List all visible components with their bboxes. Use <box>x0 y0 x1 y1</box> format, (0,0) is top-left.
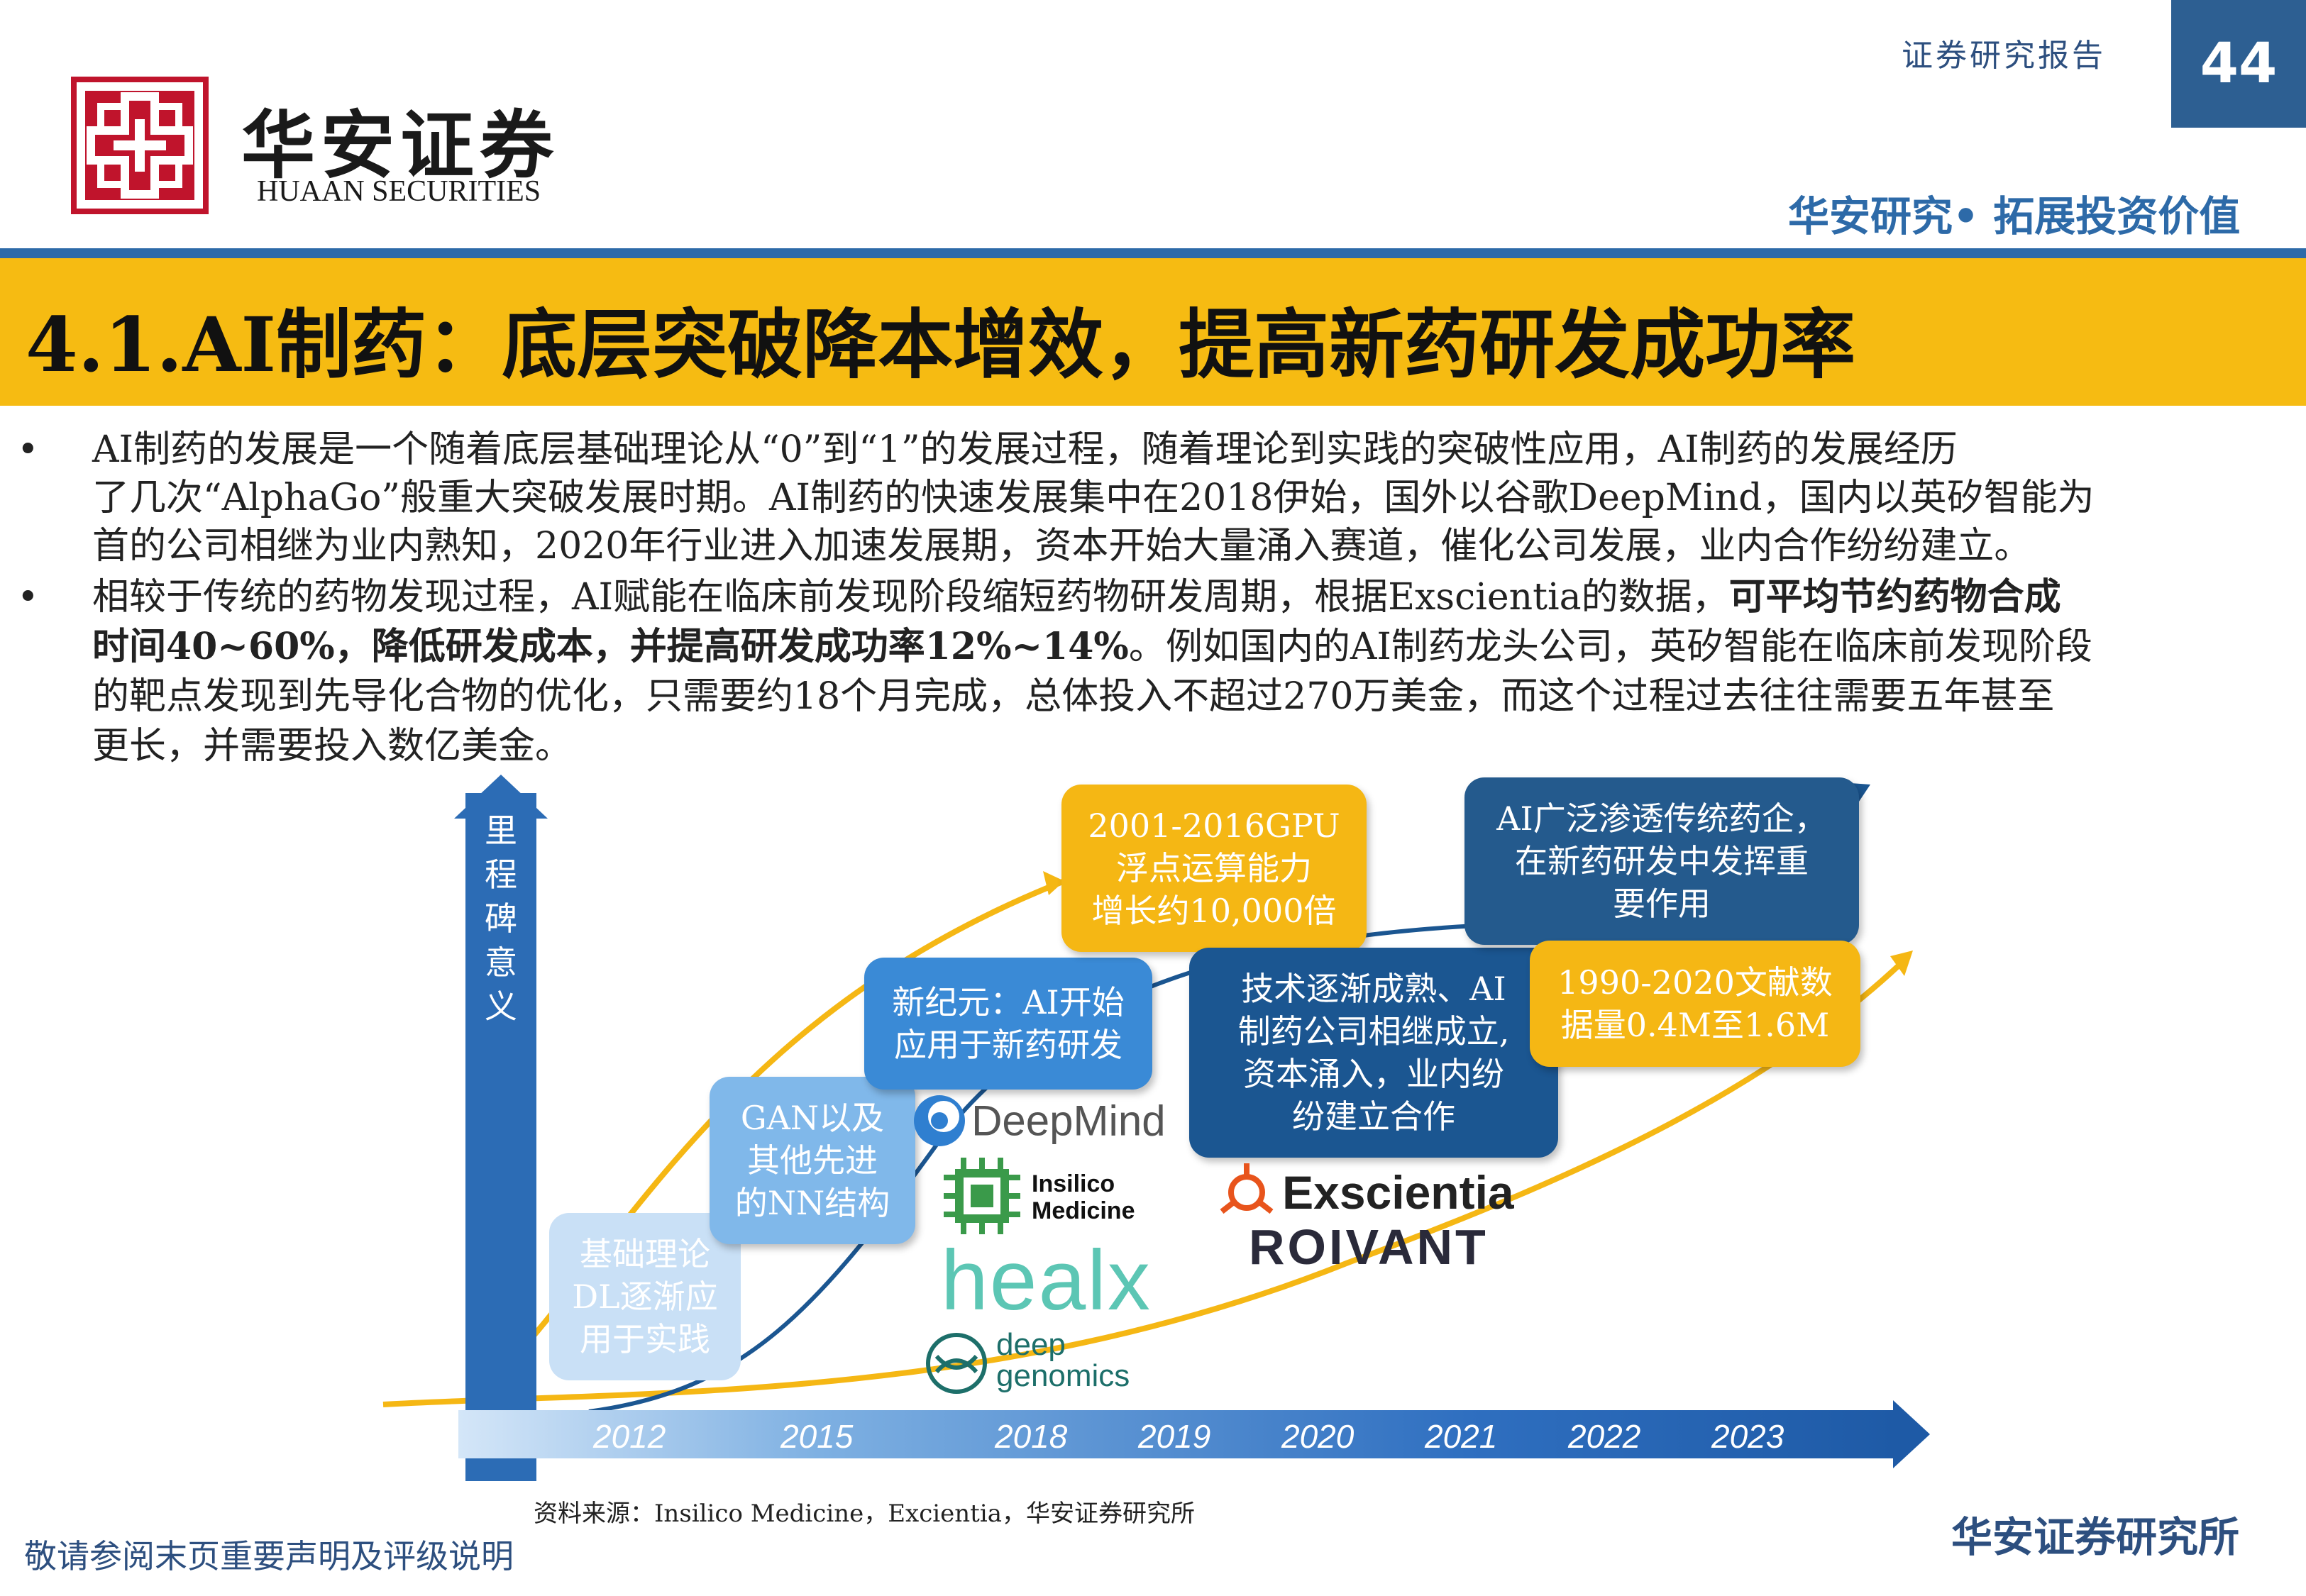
year-label: 2021 <box>1425 1418 1498 1455</box>
milestone-gan: GAN以及 其他先进 的NN结构 <box>710 1077 915 1244</box>
milestone-text: 基础理论 <box>580 1235 710 1273</box>
insilico-word-1: Insilico <box>1032 1170 1115 1197</box>
milestone-text: 要作用 <box>1613 885 1711 923</box>
bullet2-line2-normal: 。例如国内的AI制药龙头公司，英矽智能在临床前发现阶段 <box>1128 626 2092 668</box>
milestone-text: GAN以及 <box>740 1099 885 1137</box>
timeline-axis-arrowhead <box>1893 1400 1930 1468</box>
exscientia-molecule-icon <box>1220 1163 1274 1214</box>
insilico-wordmark: Insilico Medicine <box>1032 1170 1135 1224</box>
y-axis-bar <box>465 793 536 1481</box>
year-label: 2015 <box>780 1418 854 1455</box>
bullet-marker: • <box>17 428 39 471</box>
exscientia-logo: Exscientia <box>1215 1160 1514 1224</box>
healx-logo: healx <box>941 1233 1152 1328</box>
company-logo-mark <box>71 77 209 214</box>
literature-curve <box>382 954 1911 1407</box>
milestone-text: 浮点运算能力 <box>1116 849 1312 887</box>
milestone-text: 的NN结构 <box>734 1184 890 1222</box>
bullet2-line1-bold: 可平均节约药物合成 <box>1728 575 2061 619</box>
milestone-text: 纷建立合作 <box>1292 1097 1455 1136</box>
deep-genomics-word-2: genomics <box>996 1358 1130 1393</box>
deepmind-wordmark: DeepMind <box>971 1097 1166 1145</box>
deep-genomics-logo: deep genomics <box>922 1329 1130 1397</box>
report-type-label: 证券研究报告 <box>1902 38 2106 74</box>
milestone-text: 其他先进 <box>747 1141 878 1180</box>
year-label: 2023 <box>1711 1418 1784 1455</box>
company-name-en: HUAAN SECURITIES <box>257 175 541 208</box>
milestone-text: 资本涌入，业内纷 <box>1243 1055 1504 1093</box>
milestone-basic-theory: 基础理论 DL逐渐应 用于实践 <box>549 1213 741 1380</box>
milestone-widespread: AI广泛渗透传统药企， 在新药研发中发挥重 要作用 <box>1464 777 1859 945</box>
insilico-word-2: Medicine <box>1032 1197 1135 1224</box>
logo-emblem-icon <box>77 82 203 209</box>
milestone-text: 增长约10,000倍 <box>1091 892 1337 930</box>
roivant-logo: ROIVANT <box>1249 1219 1489 1275</box>
milestone-text: 技术逐渐成熟、AI <box>1241 970 1506 1008</box>
milestone-text: 据量0.4M至1.6M <box>1560 1006 1830 1044</box>
milestone-text: 2001-2016GPU <box>1088 807 1340 845</box>
milestone-gpu: 2001-2016GPU 浮点运算能力 增长约10,000倍 <box>1061 785 1367 952</box>
disclaimer-link[interactable]: 敬请参阅末页重要声明及评级说明 <box>24 1537 514 1575</box>
source-note: 资料来源：Insilico Medicine，Excientia，华安证券研究所 <box>534 1500 1195 1528</box>
milestone-text: 1990-2020文献数 <box>1557 963 1833 1002</box>
year-label: 2022 <box>1568 1418 1641 1455</box>
deep-genomics-wordmark: deep genomics <box>996 1329 1130 1392</box>
deep-genomics-word-1: deep <box>996 1327 1066 1362</box>
milestone-text: 用于实践 <box>580 1320 710 1358</box>
insilico-logo: Insilico Medicine <box>939 1153 1135 1238</box>
milestone-text: AI广泛渗透传统药企， <box>1496 799 1827 838</box>
bullet2-line1: 相较于传统的药物发现过程，AI赋能在临床前发现阶段缩短药物研发周期，根据Exsc… <box>92 576 2061 619</box>
deepmind-icon <box>914 1095 965 1146</box>
bullet1-line3: 首的公司相继为业内熟知，2020年行业进入加速发展期，资本开始大量涌入赛道，催化… <box>92 525 2031 567</box>
timeline-axis-bar <box>458 1410 1899 1458</box>
bullet1-line1: AI制药的发展是一个随着底层基础理论从“0”到“1”的发展过程，随着理论到实践的… <box>92 428 1958 471</box>
milestone-mature: 技术逐渐成熟、AI 制药公司相继成立, 资本涌入，业内纷 纷建立合作 <box>1189 948 1558 1158</box>
milestone-text: 新纪元：AI开始 <box>892 983 1125 1021</box>
milestone-text: 在新药研发中发挥重 <box>1515 842 1809 880</box>
exscientia-wordmark: Exscientia <box>1282 1166 1514 1219</box>
bullet2-line3: 的靶点发现到先导化合物的优化，只需要约18个月完成，总体投入不超过270万美金，… <box>92 675 2055 718</box>
title-banner <box>0 258 2306 406</box>
milestone-text: 应用于新药研发 <box>894 1026 1122 1064</box>
institute-name: 华安证券研究所 <box>1951 1513 2240 1561</box>
bullet2-line2-bold: 时间40~60%，降低研发成本，并提高研发成功率12%~14% <box>92 625 1129 668</box>
milestone-literature: 1990-2020文献数 据量0.4M至1.6M <box>1530 941 1860 1067</box>
milestone-text: DL逐渐应 <box>572 1278 718 1316</box>
gpu-curve-arrowhead <box>1043 871 1064 895</box>
header-slogan: 华安研究• 拓展投资价值 <box>1788 192 2241 240</box>
header-divider <box>0 248 2306 258</box>
year-label: 2012 <box>593 1418 666 1455</box>
milestone-new-era: 新纪元：AI开始 应用于新药研发 <box>864 958 1152 1090</box>
bullet2-line2: 时间40~60%，降低研发成本，并提高研发成功率12%~14%。例如国内的AI制… <box>92 625 2092 669</box>
deep-genomics-icon <box>926 1333 987 1394</box>
y-axis-label: 里程碑意义 <box>485 811 517 1026</box>
page-number: 44 <box>2171 0 2306 128</box>
literature-curve-arrowhead <box>1890 951 1913 976</box>
milestone-text: 制药公司相继成立, <box>1237 1012 1510 1051</box>
year-label: 2019 <box>1138 1418 1211 1455</box>
company-name-cn: 华安证券 <box>241 101 560 189</box>
bullet-marker: • <box>17 576 39 619</box>
bullet1-line2: 了几次“AlphaGo”般重大突破发展时期。AI制药的快速发展集中在2018伊始… <box>92 477 2095 519</box>
bullet2-line4: 更长，并需要投入数亿美金。 <box>92 725 573 767</box>
deepmind-logo: DeepMind <box>911 1092 1166 1149</box>
insilico-chip-icon <box>944 1158 1020 1234</box>
year-label: 2018 <box>995 1418 1068 1455</box>
bullet2-line1-normal: 相较于传统的药物发现过程，AI赋能在临床前发现阶段缩短药物研发周期，根据Exsc… <box>92 576 1729 619</box>
year-label: 2020 <box>1281 1418 1355 1455</box>
page-title: 4.1.AI制药：底层突破降本增效，提高新药研发成功率 <box>26 300 1856 389</box>
